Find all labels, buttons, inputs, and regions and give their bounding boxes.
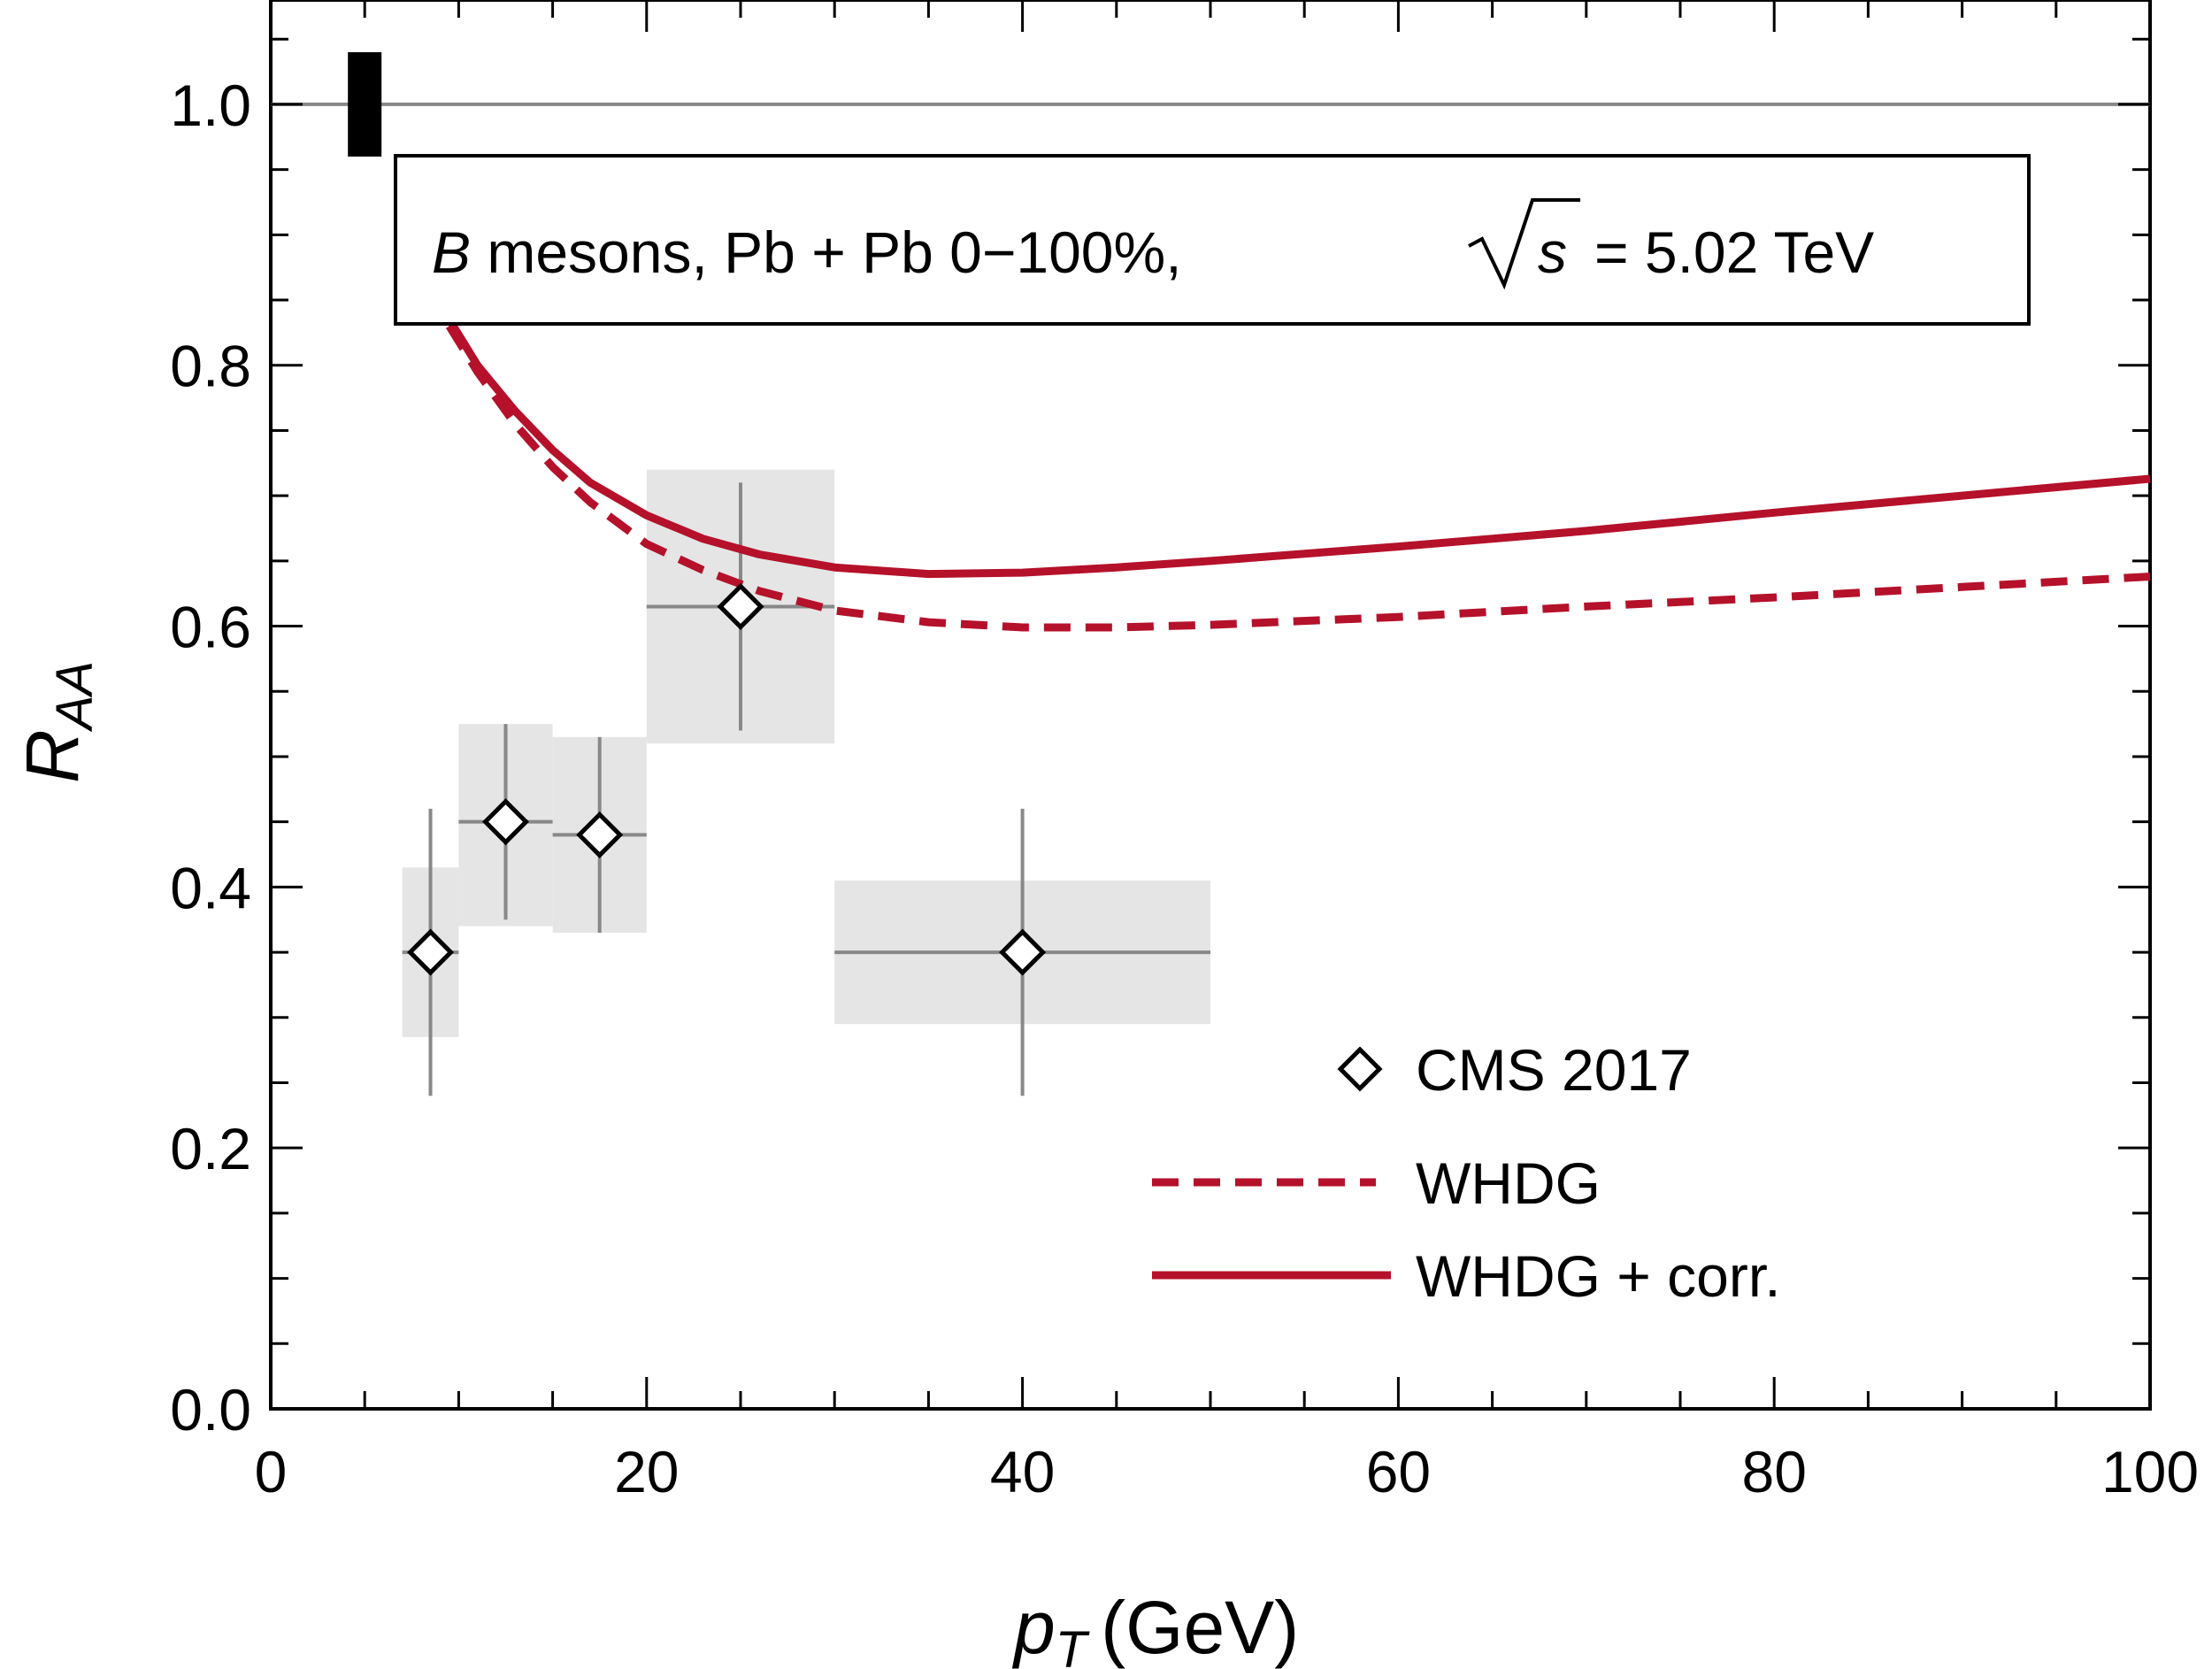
y-tick-label: 0.2 — [170, 1116, 251, 1181]
legend-marker-cms — [1337, 1046, 1383, 1092]
x-axis-title-sub: T — [1056, 1621, 1090, 1669]
curve-whdg-corr — [445, 317, 2151, 579]
annotation-energy-symbol: s — [1538, 219, 1567, 285]
x-axis-title-unit: (GeV) — [1101, 1586, 1299, 1669]
data-point-cms — [717, 582, 764, 630]
annotation-text: B mesons, Pb + Pb 0−100%, — [432, 219, 1182, 285]
y-tick-label: 1.0 — [170, 73, 251, 138]
x-tick-label: 20 — [614, 1439, 679, 1504]
data-point-cms — [999, 928, 1047, 976]
data-point-cms — [576, 811, 624, 858]
data-markers — [407, 582, 1047, 976]
y-tick-label: 0.4 — [170, 855, 251, 920]
x-tick-label: 100 — [2101, 1439, 2199, 1504]
data-point-cms — [481, 798, 530, 846]
annotation-box: B mesons, Pb + Pb 0−100%, s = 5.02 TeV — [394, 154, 2031, 326]
legend-label-whdg: WHDG — [1416, 1150, 1601, 1216]
normalization-uncertainty-box — [348, 51, 382, 157]
curve-whdg — [445, 324, 2151, 632]
x-axis-title-main: p — [1011, 1586, 1056, 1669]
legend-label-whdg-corr: WHDG + corr. — [1416, 1243, 1781, 1309]
y-axis-title: RAA — [11, 661, 104, 783]
data-point-cms — [407, 928, 455, 976]
y-axis-title-main: R — [11, 729, 94, 783]
sqrt-symbol — [1468, 198, 1580, 290]
x-tick-label: 40 — [990, 1439, 1055, 1504]
legend: CMS 2017 WHDG WHDG + corr. — [1152, 1037, 1781, 1309]
y-tick-label: 0.6 — [170, 595, 251, 660]
y-tick-label: 0.0 — [170, 1377, 251, 1442]
model-curves — [445, 317, 2151, 632]
x-axis-title: pT (GeV) — [1011, 1586, 1299, 1669]
annotation-frame — [394, 154, 2031, 326]
x-tick-label: 80 — [1741, 1439, 1806, 1504]
axes-layer: 0 20 40 60 80 100 0.0 0.2 0.4 0.6 0.8 1.0 — [170, 0, 2199, 1504]
annotation-main: mesons, Pb + Pb 0−100%, — [471, 219, 1182, 285]
y-axis-title-sub: AA — [46, 661, 104, 732]
legend-label-cms: CMS 2017 — [1416, 1037, 1692, 1103]
x-tick-label: 60 — [1366, 1439, 1431, 1504]
annotation-energy-value: = 5.02 TeV — [1594, 219, 1874, 285]
y-tick-label: 0.8 — [170, 334, 251, 399]
x-tick-label: 0 — [255, 1439, 288, 1504]
annotation-particle: B — [432, 219, 471, 285]
